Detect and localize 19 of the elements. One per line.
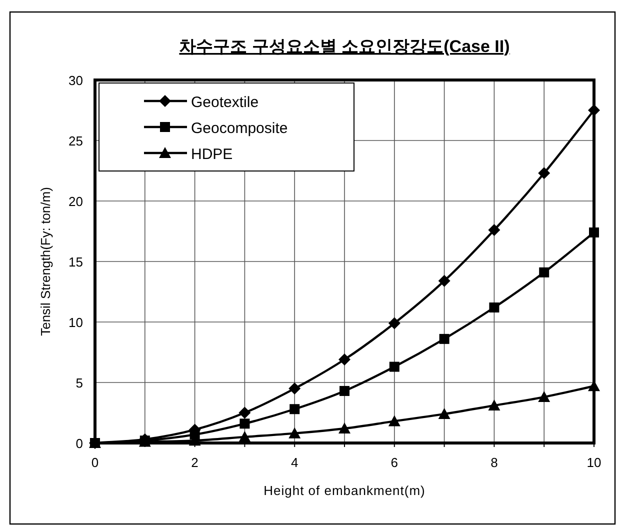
y-tick-label: 0 [76,436,83,451]
chart-title: 차수구조 구성요소별 소요인장강도(Case II) [179,37,510,56]
legend-label: Geocomposite [191,120,288,137]
x-axis-title: Height of embankment(m) [264,483,426,498]
y-tick-label: 20 [68,194,83,209]
y-tick-label: 5 [76,376,83,390]
y-axis-title: Tensil Strength(Fy: ton/m) [38,187,53,336]
y-tick-label: 15 [68,254,83,270]
y-tick-label: 10 [68,315,83,330]
x-tick-label: 6 [390,455,398,470]
x-tick-label: 0 [91,455,99,470]
legend-label: Geotextile [191,94,259,111]
y-tick-label: 30 [68,73,83,88]
y-tick-label: 25 [68,134,83,148]
x-tick-label: 10 [586,455,602,470]
legend-label: HDPE [191,146,233,163]
x-tick-label: 4 [290,455,298,470]
x-tick-label: 8 [490,455,498,470]
x-tick-label: 2 [191,455,198,470]
